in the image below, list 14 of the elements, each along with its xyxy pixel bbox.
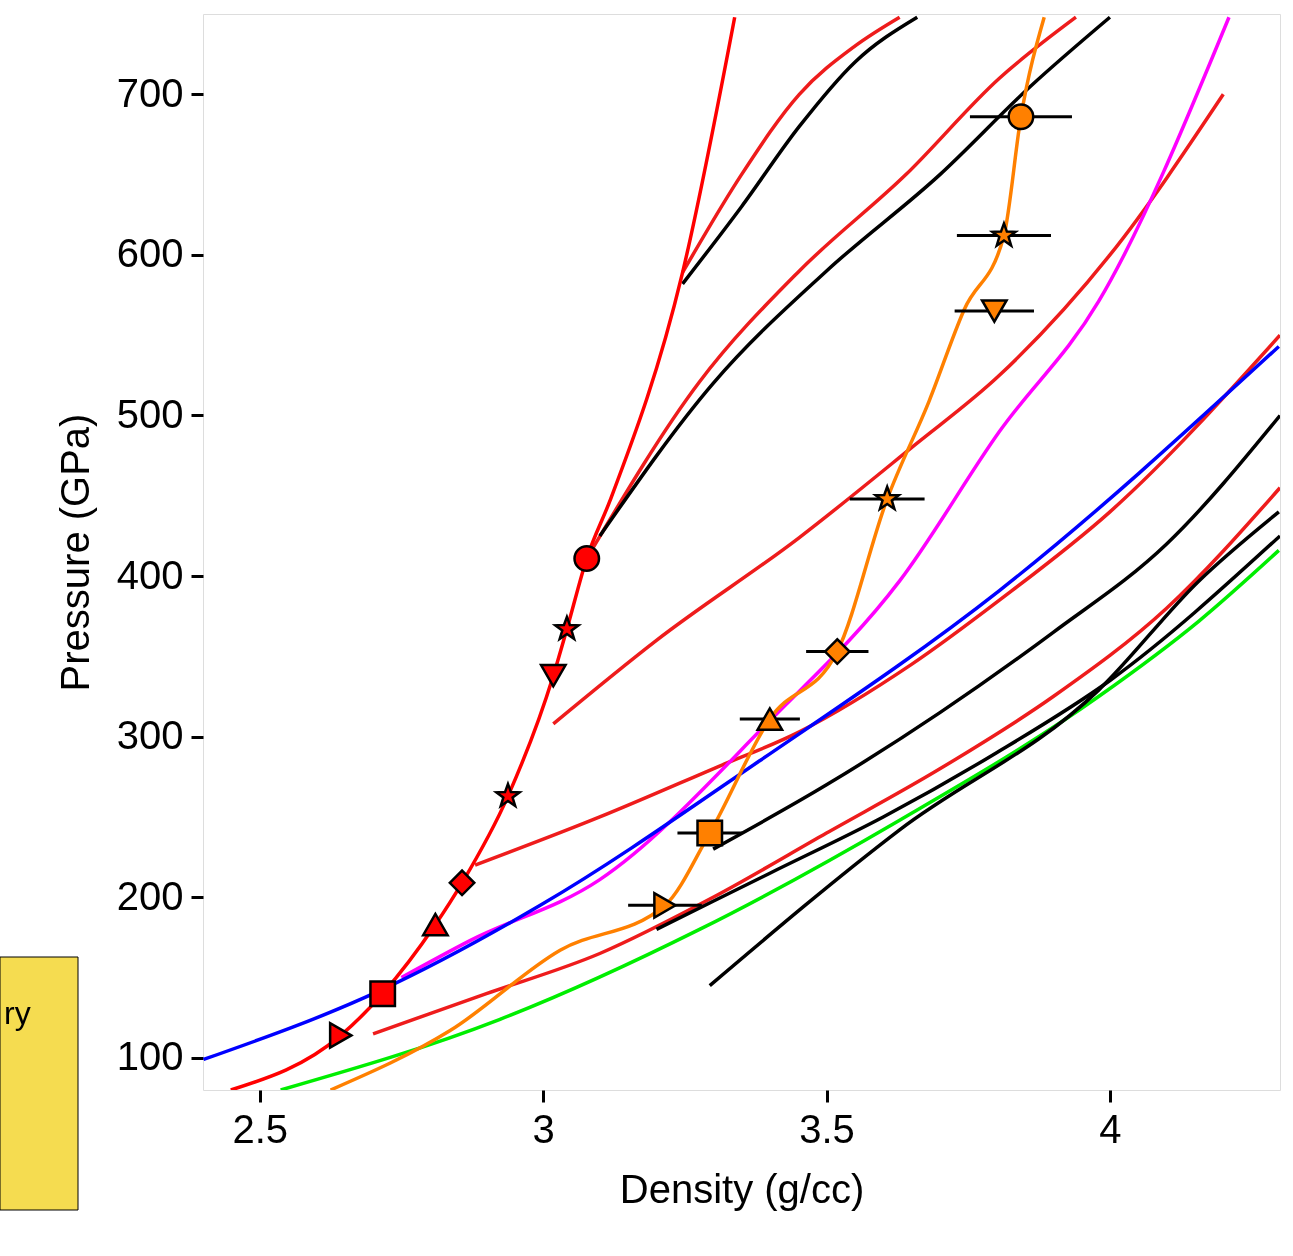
y-axis-title: Pressure (GPa) xyxy=(52,413,97,692)
y-tick-label: 200 xyxy=(116,873,184,918)
x-axis-title: Density (g/cc) xyxy=(619,1166,865,1211)
text: ry xyxy=(4,995,31,1031)
x-tick-label: 2.5 xyxy=(232,1106,288,1151)
x-tick-label: 4 xyxy=(1099,1106,1122,1151)
y-tick-label: 700 xyxy=(116,70,184,115)
x-tick-label: 3 xyxy=(532,1106,555,1151)
y-tick-label: 100 xyxy=(116,1034,184,1079)
y-tick-label: 400 xyxy=(116,552,184,597)
y-tick-label: 500 xyxy=(116,391,184,436)
x-tick-label: 3.5 xyxy=(799,1106,855,1151)
y-tick-label: 600 xyxy=(116,231,184,276)
y-tick-label: 300 xyxy=(116,713,184,758)
